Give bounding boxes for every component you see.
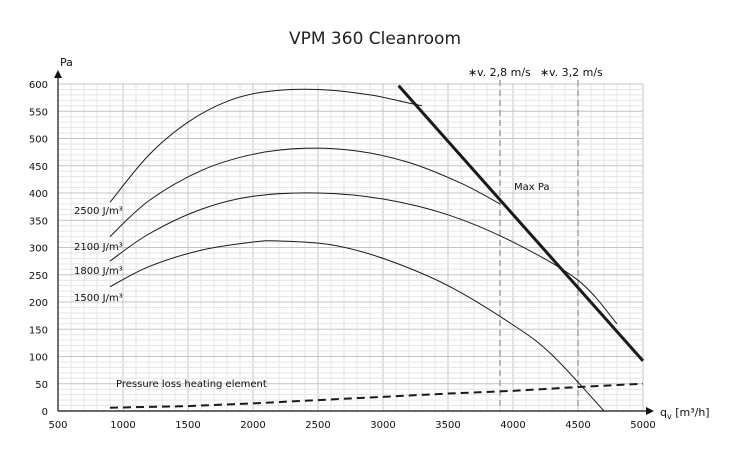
y-tick-label: 300 [29, 244, 48, 255]
pressure-loss-label: Pressure loss heating element [116, 379, 267, 390]
y-tick-label: 250 [29, 271, 48, 282]
axes [54, 70, 654, 415]
label-1500: 1500 J/m³ [74, 293, 123, 304]
x-axis-arrow [646, 407, 654, 415]
max-pa-label: Max Pa [514, 182, 550, 193]
grid [57, 83, 644, 412]
label-2500: 2500 J/m³ [74, 206, 123, 217]
x-tick-label: 4000 [500, 420, 525, 431]
velocity-lines [499, 80, 579, 411]
velocity-label-1: v. 2,8 m/s [477, 66, 531, 79]
y-tick-label: 550 [29, 107, 48, 118]
x-tick-label: 1500 [175, 420, 200, 431]
y-tick-label: 400 [29, 189, 48, 200]
y-tick-label: 200 [29, 298, 48, 309]
y-tick-label: 500 [29, 135, 48, 146]
y-tick-label: 50 [35, 380, 48, 391]
y-axis-arrow [54, 70, 62, 78]
series-line-1 [109, 88, 423, 203]
y-tick-label: 600 [29, 80, 48, 91]
y-tick-label: 0 [42, 407, 48, 418]
x-tick-label: 4500 [565, 420, 590, 431]
tick-labels: 500 1000 1500 2000 2500 3000 3500 4000 4500 5000 0… [29, 80, 656, 431]
velocity-label-2: v. 3,2 m/s [549, 66, 603, 79]
x-tick-label: 3500 [435, 420, 460, 431]
x-tick-label: 2500 [305, 420, 330, 431]
series-line-4 [109, 240, 605, 412]
x-tick-label: 500 [48, 420, 67, 431]
y-tick-label: 100 [29, 353, 48, 364]
x-tick-label: 2000 [240, 420, 265, 431]
series-group [109, 84, 645, 412]
y-tick-label: 150 [29, 325, 48, 336]
x-tick-label: 3000 [370, 420, 395, 431]
x-tick-label: 5000 [630, 420, 655, 431]
velocity-star-1: ∗ [468, 66, 477, 79]
y-axis-label: Pa [60, 56, 73, 69]
y-tick-label: 350 [29, 216, 48, 227]
series-line-2 [109, 147, 501, 237]
label-2100: 2100 J/m³ [74, 242, 123, 253]
chart-title: VPM 360 Cleanroom [289, 29, 461, 49]
velocity-star-2: ∗ [540, 66, 549, 79]
series-line-3 [109, 192, 618, 325]
series-line-6 [109, 382, 644, 409]
x-tick-label: 1000 [110, 420, 135, 431]
y-tick-label: 450 [29, 162, 48, 173]
series-line-5 [397, 84, 645, 362]
label-1800: 1800 J/m³ [74, 266, 123, 277]
x-axis-label: qv [m³/h] [660, 406, 710, 421]
